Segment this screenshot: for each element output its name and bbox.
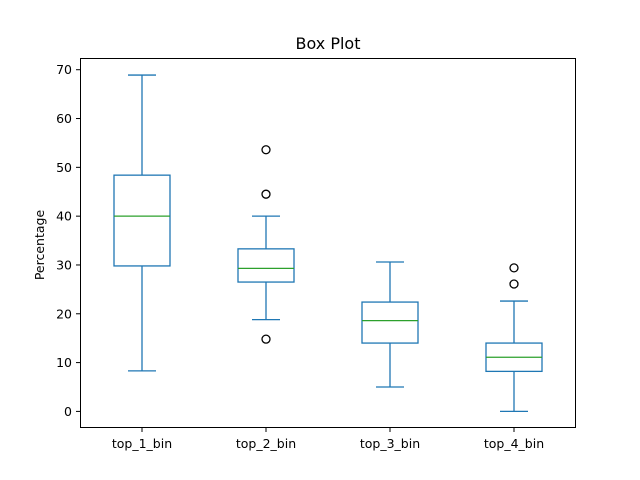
y-axis-label: Percentage [32, 210, 47, 281]
outlier-point [261, 334, 271, 344]
y-tick-label: 40 [56, 209, 72, 224]
x-tick-label: top_2_bin [236, 436, 296, 451]
y-tick-label: 20 [56, 306, 72, 321]
x-tick-label: top_3_bin [360, 436, 420, 451]
y-tick-label: 0 [64, 404, 72, 419]
y-tick-label: 50 [56, 160, 72, 175]
outlier-point [261, 189, 271, 199]
y-tick-label: 30 [56, 257, 72, 272]
box-iqr [237, 248, 295, 283]
x-tick-label: top_4_bin [484, 436, 544, 451]
x-tick-label: top_1_bin [112, 436, 172, 451]
outlier-point [261, 145, 271, 155]
outlier-point [509, 263, 519, 273]
outlier-point [509, 279, 519, 289]
y-tick-label: 10 [56, 355, 72, 370]
y-tick-label: 70 [56, 62, 72, 77]
plot-area: 0 10 20 30 40 50 60 70 top_1_bin top_2_bin top_3_b… [56, 62, 544, 451]
chart-title: Box Plot [296, 34, 361, 53]
box-iqr [361, 301, 419, 344]
y-tick-label: 60 [56, 111, 72, 126]
axes-frame [80, 58, 576, 428]
box-iqr [113, 174, 171, 267]
